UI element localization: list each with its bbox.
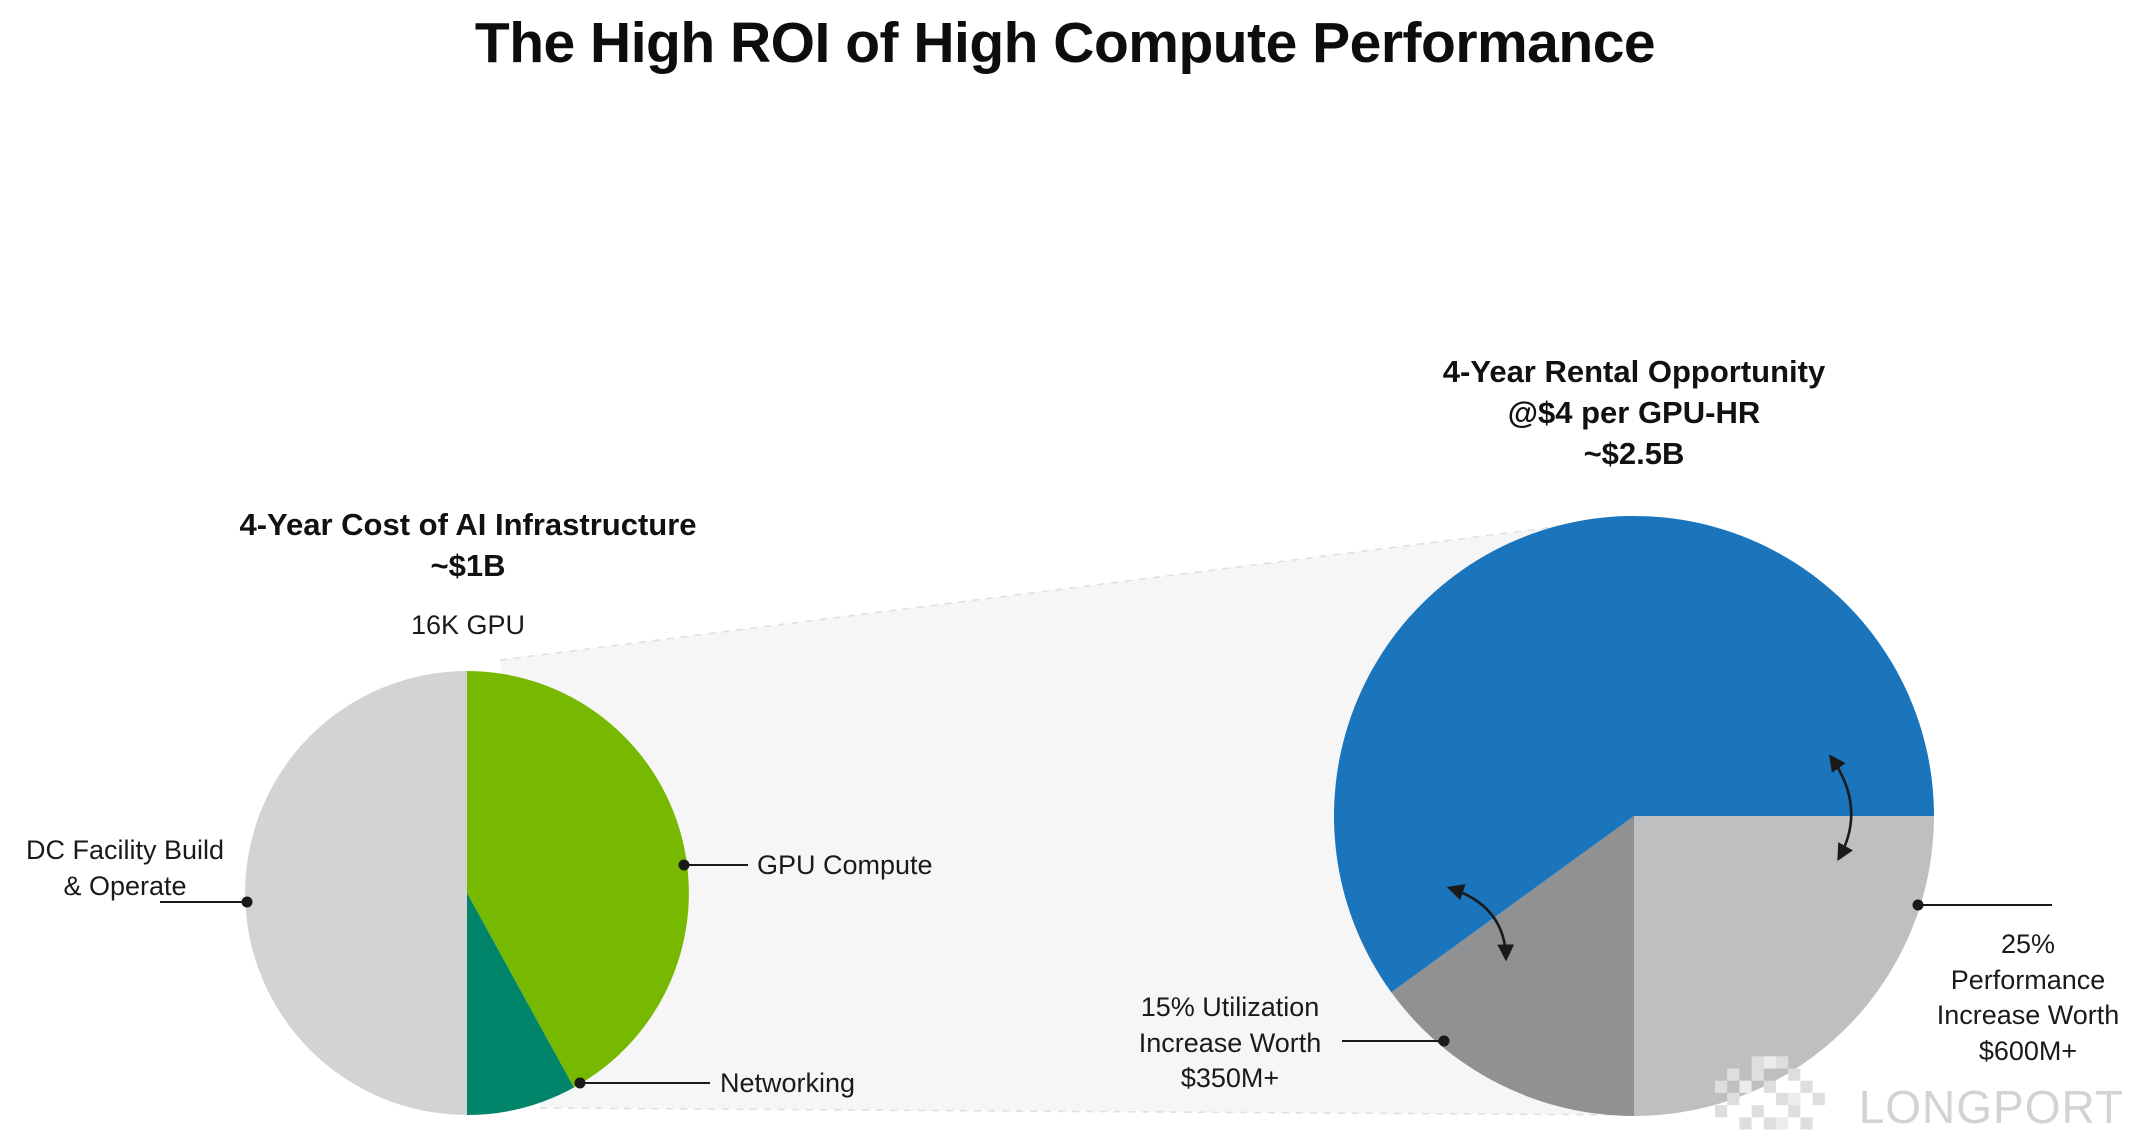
callout-connectors bbox=[160, 864, 2052, 1084]
performance-swap-arrow bbox=[1829, 754, 1853, 861]
gpu-compute-dot bbox=[678, 859, 690, 871]
utilization-label: 15% Utilization Increase Worth $350M+ bbox=[1138, 992, 1322, 1094]
cost-pie-heading: 4-Year Cost of AI Infrastructure ~$1B bbox=[239, 507, 697, 583]
pie-slice-dc-facility bbox=[245, 671, 467, 1115]
utilization-dot bbox=[1438, 1035, 1450, 1047]
performance-label: 25% Performance Increase Worth $600M+ bbox=[1936, 929, 2120, 1066]
pie-slice-networking bbox=[467, 893, 574, 1115]
pie-slice-rental-revenue bbox=[1334, 515, 1934, 993]
gpu-count-annotation: 16K GPU bbox=[410, 610, 526, 640]
funnel-top-edge bbox=[499, 516, 1635, 661]
rental-pie-heading: 4-Year Rental Opportunity @$4 per GPU-HR… bbox=[1442, 354, 1826, 471]
rental-pie bbox=[1334, 515, 1934, 1116]
callout-dots bbox=[241, 859, 1924, 1089]
gpu-compute-label: GPU Compute bbox=[757, 850, 933, 880]
funnel-shape bbox=[500, 517, 1634, 1115]
utilization-swap-arrow bbox=[1446, 884, 1515, 962]
dc-facility-label: DC Facility Build & Operate bbox=[25, 835, 225, 901]
funnel-bottom-edge bbox=[539, 1107, 1635, 1116]
pie-slice-utilization bbox=[1391, 816, 1634, 1116]
networking-dot bbox=[574, 1077, 586, 1089]
cost-pie bbox=[245, 671, 689, 1115]
pie-slice-performance bbox=[1634, 816, 1934, 1116]
pie-slice-gpu-compute bbox=[467, 671, 689, 1088]
page-title: The High ROI of High Compute Performance bbox=[474, 11, 1656, 75]
performance-dot bbox=[1912, 899, 1924, 911]
dc-facility-dot bbox=[241, 896, 253, 908]
networking-label: Networking bbox=[720, 1068, 856, 1098]
